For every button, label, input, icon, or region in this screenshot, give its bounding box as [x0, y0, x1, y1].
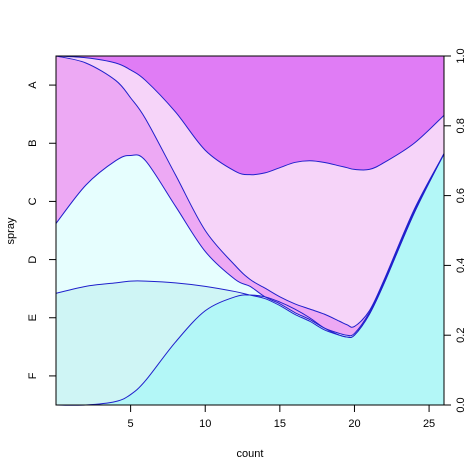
band-boundary-B [55, 55, 445, 176]
band-boundary-D [55, 153, 445, 337]
plot-frame [55, 55, 445, 406]
category-axis-left: A B C D E F [27, 81, 56, 379]
category-label-D: D [27, 256, 39, 264]
density-bands [56, 56, 444, 406]
band-F [56, 153, 444, 406]
y-tick-label: 0.2 [455, 328, 467, 343]
band-D [56, 153, 444, 338]
category-label-C: C [27, 197, 39, 205]
y-axis-right: 0.0 0.2 0.4 0.6 0.8 1.0 [444, 48, 467, 413]
band-B [56, 56, 444, 328]
band-boundary-E [55, 153, 445, 338]
category-label-A: A [27, 81, 39, 89]
x-tick-label: 10 [199, 418, 211, 430]
category-label-F: F [27, 372, 39, 379]
x-tick-label: 25 [423, 418, 435, 430]
y-tick-label: 0.0 [455, 397, 467, 412]
x-tick-label: 20 [348, 418, 360, 430]
category-label-E: E [27, 314, 39, 321]
category-label-B: B [27, 140, 39, 147]
y-tick-label: 1.0 [455, 48, 467, 63]
x-tick-label: 15 [274, 418, 286, 430]
y-tick-label: 0.6 [455, 188, 467, 203]
band-E [56, 153, 444, 406]
x-axis-title: count [237, 448, 264, 460]
band-A [56, 56, 444, 175]
y-tick-label: 0.8 [455, 118, 467, 133]
y-tick-label: 0.4 [455, 258, 467, 273]
x-tick-label: 5 [128, 418, 134, 430]
band-boundary-C [55, 55, 445, 328]
x-axis: 5 10 15 20 25 [128, 405, 435, 430]
y-axis-title: spray [5, 217, 17, 244]
